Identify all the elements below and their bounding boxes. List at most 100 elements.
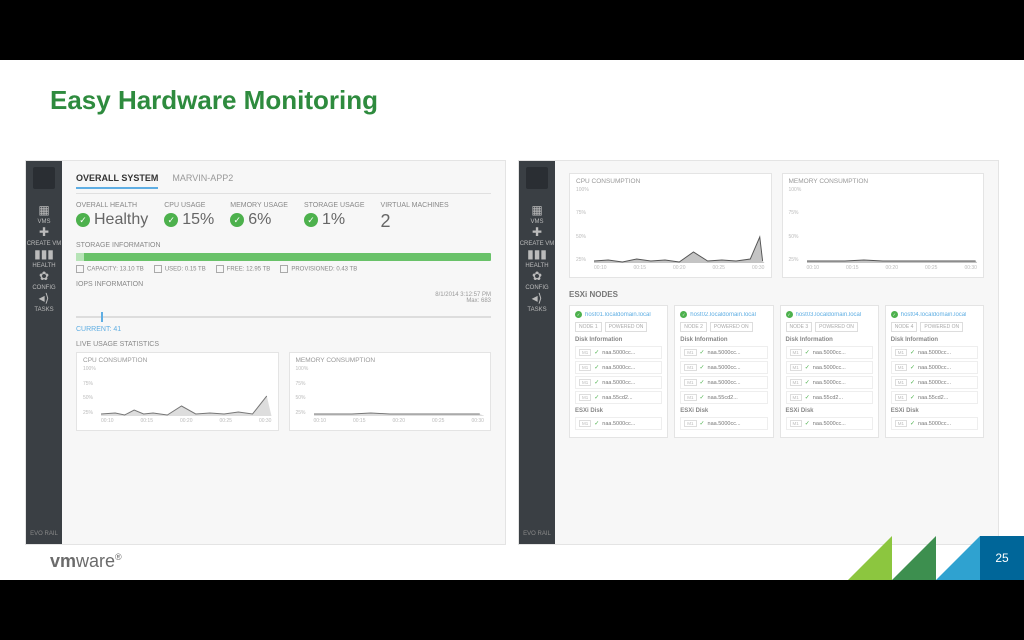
iops-current: CURRENT: 41 (76, 326, 491, 333)
disk-row[interactable]: M1✓naa.5000cc... (786, 376, 873, 389)
metric-vms: VIRTUAL MACHINES 2 (381, 202, 449, 232)
plot-area (807, 187, 978, 263)
power-tag: POWERED ON (815, 322, 858, 332)
sidebar-item-create-vm[interactable]: ✚CREATE VM (520, 225, 555, 247)
disk-badge: M1 (579, 379, 591, 386)
disk-name: naa.55cd2... (708, 395, 738, 401)
disk-row[interactable]: M1✓naa.5000cc... (680, 361, 767, 374)
esxi-disk-title: ESXi Disk (891, 408, 978, 414)
status-dot-icon: ✓ (891, 311, 898, 318)
sidebar-icon: ◂⟩ (532, 291, 543, 305)
status-dot-icon: ✓ (786, 311, 793, 318)
node-card[interactable]: ✓host03.localdomain.localNODE 3POWERED O… (780, 305, 879, 438)
disk-name: naa.5000cc... (813, 365, 846, 371)
sidebar-left: ▦VMS✚CREATE VM▮▮▮HEALTH✿CONFIG◂⟩TASKS EV… (26, 161, 62, 544)
disk-row[interactable]: M1✓naa.55cd2... (891, 391, 978, 404)
disk-row[interactable]: M1✓naa.5000cc... (575, 346, 662, 359)
node-tag: NODE 3 (786, 322, 813, 332)
disk-badge: M1 (895, 420, 907, 427)
node-card[interactable]: ✓host02.localdomain.localNODE 2POWERED O… (674, 305, 773, 438)
disk-name: naa.5000cc... (602, 421, 635, 427)
disk-row[interactable]: M1✓naa.5000cc... (680, 376, 767, 389)
x-axis: 00:1000:1500:2000:2500:30 (807, 265, 978, 273)
sidebar-item-tasks[interactable]: ◂⟩ TASKS (520, 291, 555, 313)
node-card[interactable]: ✓host04.localdomain.localNODE 4POWERED O… (885, 305, 984, 438)
disk-row[interactable]: M1✓naa.5000cc... (575, 361, 662, 374)
disk-name: naa.5000cc... (602, 365, 635, 371)
iops-section-title: IOPS INFORMATION (76, 281, 491, 288)
right-dashboard-panel: ▦VMS✚CREATE VM▮▮▮HEALTH✿CONFIG◂⟩TASKS EV… (518, 160, 999, 545)
node-tag: NODE 1 (575, 322, 602, 332)
disk-row[interactable]: M1✓naa.5000cc... (575, 417, 662, 430)
letterbox-bottom (0, 580, 1024, 640)
sidebar-item-health[interactable]: ▮▮▮HEALTH (27, 247, 62, 269)
cpu-chart: CPU CONSUMPTION 100%75%50%25% 00:1000:15… (76, 352, 279, 431)
metric-value: Healthy (94, 211, 148, 229)
metric-memory: MEMORY USAGE ✓ 6% (230, 202, 288, 229)
storage-legend-item: USED: 0.15 TB (154, 265, 206, 273)
sidebar-item-config[interactable]: ✿CONFIG (27, 269, 62, 291)
node-hostname: host01.localdomain.local (585, 312, 651, 318)
y-axis: 100%75%50%25% (296, 366, 309, 416)
sidebar-item-vms[interactable]: ▦VMS (520, 203, 555, 225)
plot-area (314, 366, 485, 416)
power-tag: POWERED ON (920, 322, 963, 332)
sidebar-item-config[interactable]: ✿CONFIG (520, 269, 555, 291)
node-card[interactable]: ✓host01.localdomain.localNODE 1POWERED O… (569, 305, 668, 438)
sidebar-item-health[interactable]: ▮▮▮HEALTH (520, 247, 555, 269)
sidebar-icon: ✿ (532, 269, 542, 283)
metric-cpu: CPU USAGE ✓ 15% (164, 202, 214, 229)
tab-marvin-app2[interactable]: MARVIN-APP2 (172, 169, 233, 189)
node-tag: NODE 2 (680, 322, 707, 332)
left-main-area: OVERALL SYSTEM MARVIN-APP2 OVERALL HEALTH… (62, 161, 505, 544)
product-logo[interactable] (33, 167, 55, 189)
sidebar-item-create-vm[interactable]: ✚CREATE VM (27, 225, 62, 247)
disk-row[interactable]: M1✓naa.5000cc... (891, 376, 978, 389)
disk-row[interactable]: M1✓naa.55cd2... (786, 391, 873, 404)
tab-overall-system[interactable]: OVERALL SYSTEM (76, 169, 158, 189)
product-logo[interactable] (526, 167, 548, 189)
metric-label: MEMORY USAGE (230, 202, 288, 209)
disk-name: naa.55cd2... (602, 395, 632, 401)
memory-chart: MEMORY CONSUMPTION 100%75%50%25% 00:1000… (782, 173, 985, 278)
x-axis: 00:1000:1500:2000:2500:30 (594, 265, 765, 273)
storage-bar (76, 253, 491, 261)
sidebar-item-label: TASKS (527, 307, 546, 313)
chart-title: CPU CONSUMPTION (83, 357, 272, 364)
power-tag: POWERED ON (710, 322, 753, 332)
metrics-row: OVERALL HEALTH ✓ Healthy CPU USAGE ✓ 15%… (76, 202, 491, 232)
disk-row[interactable]: M1✓naa.5000cc... (786, 417, 873, 430)
sidebar-item-tasks[interactable]: ◂⟩TASKS (27, 291, 62, 313)
disk-row[interactable]: M1✓naa.55cd2... (575, 391, 662, 404)
disk-row[interactable]: M1✓naa.5000cc... (575, 376, 662, 389)
disk-row[interactable]: M1✓naa.5000cc... (891, 417, 978, 430)
disk-row[interactable]: M1✓naa.5000cc... (680, 417, 767, 430)
disk-info-title: Disk Information (891, 337, 978, 343)
disk-row[interactable]: M1✓naa.5000cc... (891, 346, 978, 359)
disk-info-title: Disk Information (786, 337, 873, 343)
check-icon: ✓ (76, 213, 90, 227)
status-dot-icon: ✓ (575, 311, 582, 318)
iops-slider[interactable] (76, 310, 491, 324)
metric-storage: STORAGE USAGE ✓ 1% (304, 202, 365, 229)
sidebar-product-label: EVO RAIL (28, 525, 60, 544)
check-icon: ✓ (700, 394, 705, 401)
check-icon: ✓ (910, 394, 915, 401)
disk-row[interactable]: M1✓naa.5000cc... (786, 361, 873, 374)
disk-row[interactable]: M1✓naa.5000cc... (680, 346, 767, 359)
sidebar-icon: ▦ (38, 203, 49, 217)
sidebar-item-vms[interactable]: ▦VMS (27, 203, 62, 225)
storage-legend: CAPACITY: 13.10 TBUSED: 0.15 TBFREE: 12.… (76, 265, 491, 273)
esxi-disk-title: ESXi Disk (680, 408, 767, 414)
disk-row[interactable]: M1✓naa.55cd2... (680, 391, 767, 404)
disk-row[interactable]: M1✓naa.5000cc... (891, 361, 978, 374)
sidebar-icon: ✿ (39, 269, 49, 283)
check-icon: ✓ (594, 379, 599, 386)
disk-row[interactable]: M1✓naa.5000cc... (786, 346, 873, 359)
sidebar-right: ▦VMS✚CREATE VM▮▮▮HEALTH✿CONFIG◂⟩TASKS EV… (519, 161, 555, 544)
status-dot-icon: ✓ (680, 311, 687, 318)
node-hostname: host04.localdomain.local (901, 312, 967, 318)
x-axis: 00:1000:1500:2000:2500:30 (101, 418, 272, 426)
iops-thumb[interactable] (101, 312, 103, 322)
cpu-chart: CPU CONSUMPTION 100%75%50%25% 00:1000:15… (569, 173, 772, 278)
